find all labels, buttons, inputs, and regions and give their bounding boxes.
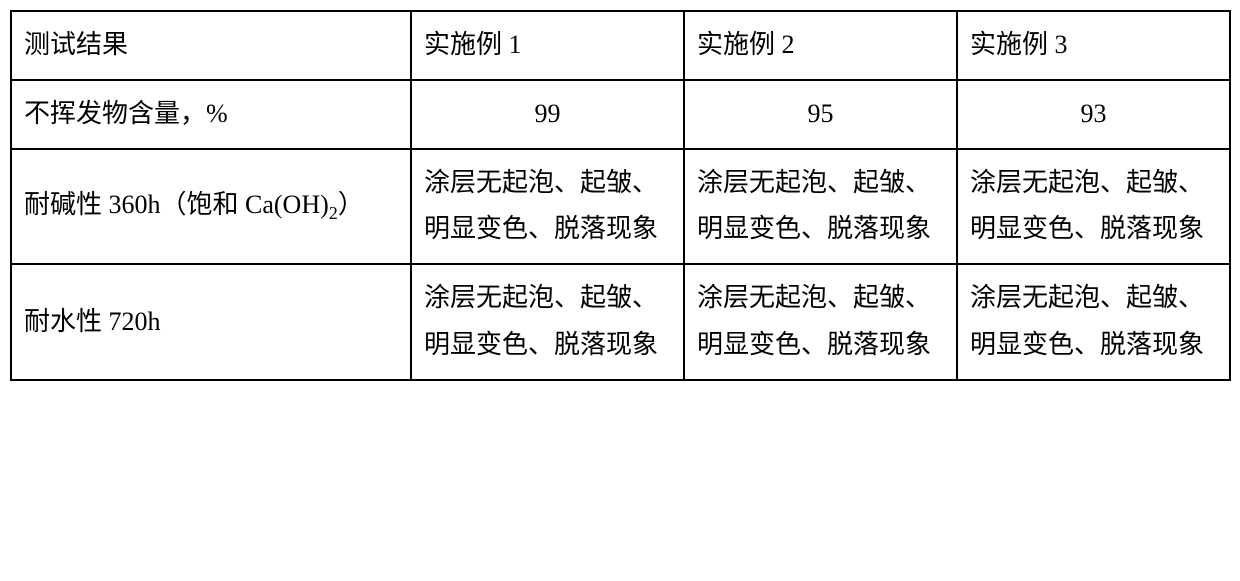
table-row: 耐碱性 360h（饱和 Ca(OH)2） 涂层无起泡、起皱、明显变色、脱落现象 … (11, 149, 1230, 265)
subscript: 2 (329, 204, 338, 224)
row-label-cell: 不挥发物含量，% (11, 80, 411, 149)
table-row: 测试结果 实施例 1 实施例 2 实施例 3 (11, 11, 1230, 80)
header-cell: 实施例 1 (411, 11, 684, 80)
table-row: 不挥发物含量，% 99 95 93 (11, 80, 1230, 149)
label-text: 耐碱性 360h（饱和 Ca(OH) (24, 190, 329, 219)
row-label-cell: 耐水性 720h (11, 264, 411, 380)
header-cell: 实施例 2 (684, 11, 957, 80)
value-cell: 涂层无起泡、起皱、明显变色、脱落现象 (411, 264, 684, 380)
value-cell: 涂层无起泡、起皱、明显变色、脱落现象 (684, 149, 957, 265)
results-table: 测试结果 实施例 1 实施例 2 实施例 3 不挥发物含量，% 99 95 93… (10, 10, 1231, 381)
value-cell: 涂层无起泡、起皱、明显变色、脱落现象 (957, 149, 1230, 265)
table-row: 耐水性 720h 涂层无起泡、起皱、明显变色、脱落现象 涂层无起泡、起皱、明显变… (11, 264, 1230, 380)
value-cell: 涂层无起泡、起皱、明显变色、脱落现象 (957, 264, 1230, 380)
value-cell: 99 (411, 80, 684, 149)
value-cell: 95 (684, 80, 957, 149)
label-text: ） (338, 190, 364, 219)
value-cell: 涂层无起泡、起皱、明显变色、脱落现象 (684, 264, 957, 380)
value-cell: 93 (957, 80, 1230, 149)
row-label-cell: 耐碱性 360h（饱和 Ca(OH)2） (11, 149, 411, 265)
value-cell: 涂层无起泡、起皱、明显变色、脱落现象 (411, 149, 684, 265)
header-cell: 实施例 3 (957, 11, 1230, 80)
header-cell: 测试结果 (11, 11, 411, 80)
